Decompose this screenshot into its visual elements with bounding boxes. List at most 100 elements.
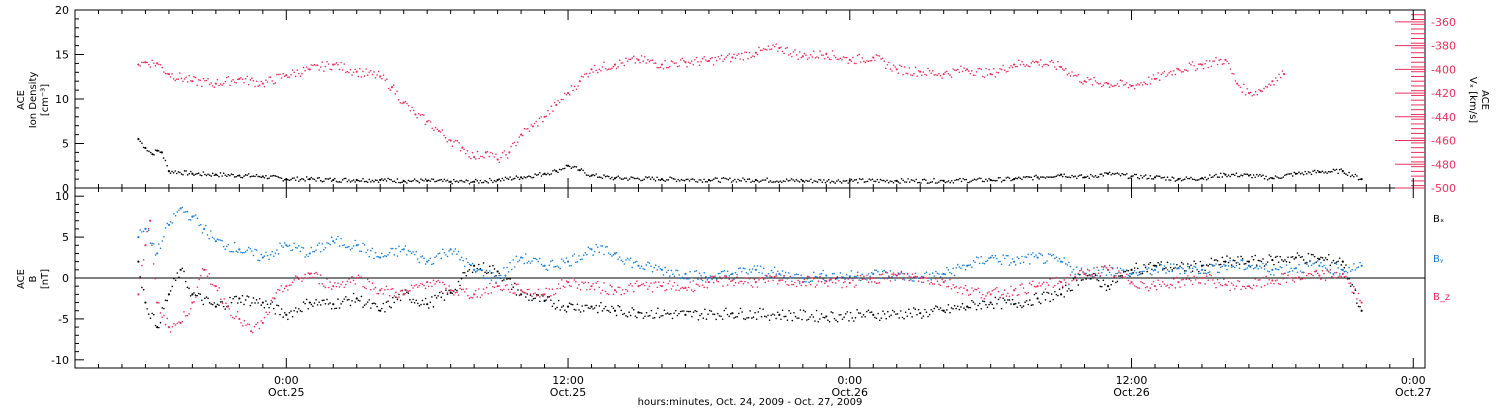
top-series-0-sample [1343, 172, 1346, 174]
top-series-1-sample [816, 56, 818, 58]
b-series-0-sample [899, 310, 902, 312]
b-series-0-sample [1244, 262, 1247, 265]
b-series-1-sample [924, 272, 926, 275]
top-series-0-sample [298, 180, 300, 183]
top-series-1-sample [179, 72, 181, 74]
b-series-1-sample [582, 254, 585, 257]
top-series-0-sample [1038, 178, 1040, 180]
b-series-0-sample [219, 301, 222, 303]
b-series-1-sample [883, 269, 886, 272]
b-series-0-sample [1147, 263, 1150, 265]
b-series-1-sample [944, 273, 947, 276]
b-series-1-sample [1182, 267, 1184, 270]
b-series-1-sample [184, 211, 187, 213]
top-series-1-point [1130, 84, 1133, 88]
b-series-1-sample [631, 266, 634, 269]
b-series-2-sample [340, 283, 342, 286]
b-series-1-sample [1008, 264, 1011, 266]
top-series-1-sample [1216, 63, 1219, 66]
top-series-1-sample [392, 84, 395, 86]
top-series-0-sample [891, 180, 893, 183]
top-series-0-sample [255, 173, 258, 176]
top-series-0-sample [1135, 173, 1138, 176]
b-series-0-point [919, 312, 922, 315]
b-series-2-sample [1215, 286, 1217, 289]
b-series-2-sample [991, 289, 994, 292]
b-series-1-sample [258, 259, 261, 262]
b-series-2-sample [169, 331, 172, 333]
top-series-0-sample [636, 177, 639, 179]
b-series-1-sample [1113, 274, 1116, 277]
b-series-1-sample [715, 278, 718, 280]
top-series-0-sample [326, 178, 328, 180]
top-series-0-sample [1298, 171, 1300, 173]
b-series-1-sample [1091, 275, 1094, 278]
top-series-1-sample [197, 79, 200, 81]
top-series-0-sample [683, 179, 686, 182]
top-series-0-point [566, 164, 570, 167]
b-series-0-sample [721, 318, 724, 320]
top-series-1-sample [1141, 84, 1144, 86]
b-series-2-sample [1147, 289, 1150, 292]
b-series-2-sample [1227, 280, 1230, 283]
b-series-2-sample [384, 289, 386, 291]
b-series-0-sample [448, 289, 450, 292]
top-series-1-sample [386, 78, 388, 81]
top-series-1-sample [701, 57, 704, 60]
b-series-2-sample [424, 287, 427, 290]
b-series-1-point [144, 227, 147, 231]
b-series-0-sample [178, 276, 180, 278]
b-series-1-sample [521, 257, 524, 259]
top-series-0-sample [382, 179, 385, 182]
b-series-2-point [226, 305, 229, 308]
b-series-0-sample [819, 318, 821, 320]
b-series-1-sample [1032, 252, 1034, 254]
top-series-1-sample [205, 79, 208, 82]
top-series-0-sample [704, 180, 707, 183]
b-series-2-sample [897, 273, 900, 275]
top-series-1-sample [806, 58, 809, 61]
b-series-0-sample [1254, 254, 1256, 257]
top-series-0-sample [751, 180, 754, 182]
top-series-0-sample [507, 178, 510, 181]
b-series-0-sample [596, 311, 599, 314]
top-series-0-sample [724, 177, 726, 180]
b-series-0-sample [650, 309, 653, 312]
top-series-1-sample [878, 55, 881, 57]
b-series-1-sample [1043, 262, 1045, 265]
b-series-2-sample [189, 307, 192, 310]
b-series-1-sample [639, 267, 641, 270]
top-series-1-sample [654, 62, 657, 65]
b-series-2-point [1318, 274, 1321, 277]
top-series-0-sample [421, 179, 424, 181]
top-series-1-sample [1223, 62, 1225, 65]
top-series-0-sample [892, 181, 895, 184]
b-series-1-sample [878, 273, 881, 276]
b-series-1-sample [704, 275, 707, 278]
b-series-0-sample [746, 317, 748, 319]
top-series-1-sample [977, 68, 979, 70]
b-series-0-sample [901, 316, 904, 319]
b-series-0-sample [807, 318, 810, 321]
b-series-2-sample [241, 325, 244, 327]
top-series-1-sample [874, 59, 876, 62]
b-series-1-sample [996, 257, 998, 260]
top-series-1-sample [319, 66, 322, 68]
top-series-0-sample [445, 180, 447, 182]
b-series-2-sample [471, 297, 474, 299]
b-series-1-sample [366, 249, 369, 251]
b-series-2-sample [870, 281, 873, 283]
b-series-1-sample [554, 265, 557, 268]
top-series-0-sample [177, 171, 180, 173]
top-series-1-sample [562, 98, 564, 101]
b-series-1-sample [1165, 272, 1167, 274]
b-series-0-sample [1152, 264, 1155, 267]
b-series-0-sample [841, 318, 844, 320]
b-series-2-sample [827, 285, 829, 287]
b-series-2-sample [963, 287, 965, 289]
top-series-1-sample [931, 69, 934, 72]
b-series-0-sample [1030, 304, 1033, 307]
top-series-0-sample [1127, 177, 1130, 180]
b-series-0-sample [1234, 259, 1236, 262]
b-series-2-sample [1323, 272, 1325, 275]
